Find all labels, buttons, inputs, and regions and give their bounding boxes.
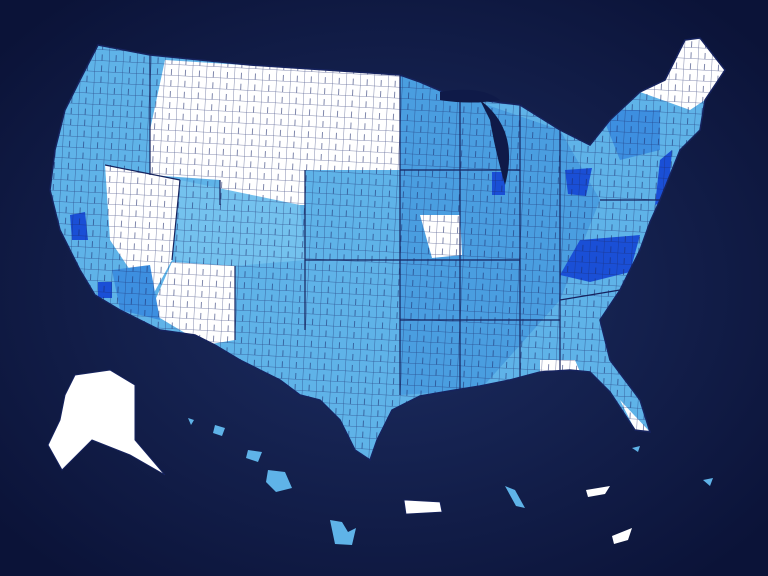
hawaii-island <box>246 450 262 462</box>
puerto-rico <box>403 499 443 515</box>
island <box>703 478 713 486</box>
island <box>632 446 640 452</box>
alaska <box>47 369 166 476</box>
state-borders <box>104 55 660 395</box>
hawaii-island <box>213 425 225 436</box>
lake-michigan <box>480 100 510 185</box>
lake-superior <box>440 89 500 103</box>
territories <box>47 369 713 545</box>
island <box>586 486 610 497</box>
hawaii-island <box>266 470 292 492</box>
hawaii-island <box>188 418 194 425</box>
island <box>612 528 632 544</box>
island <box>330 520 356 545</box>
island <box>505 486 525 508</box>
